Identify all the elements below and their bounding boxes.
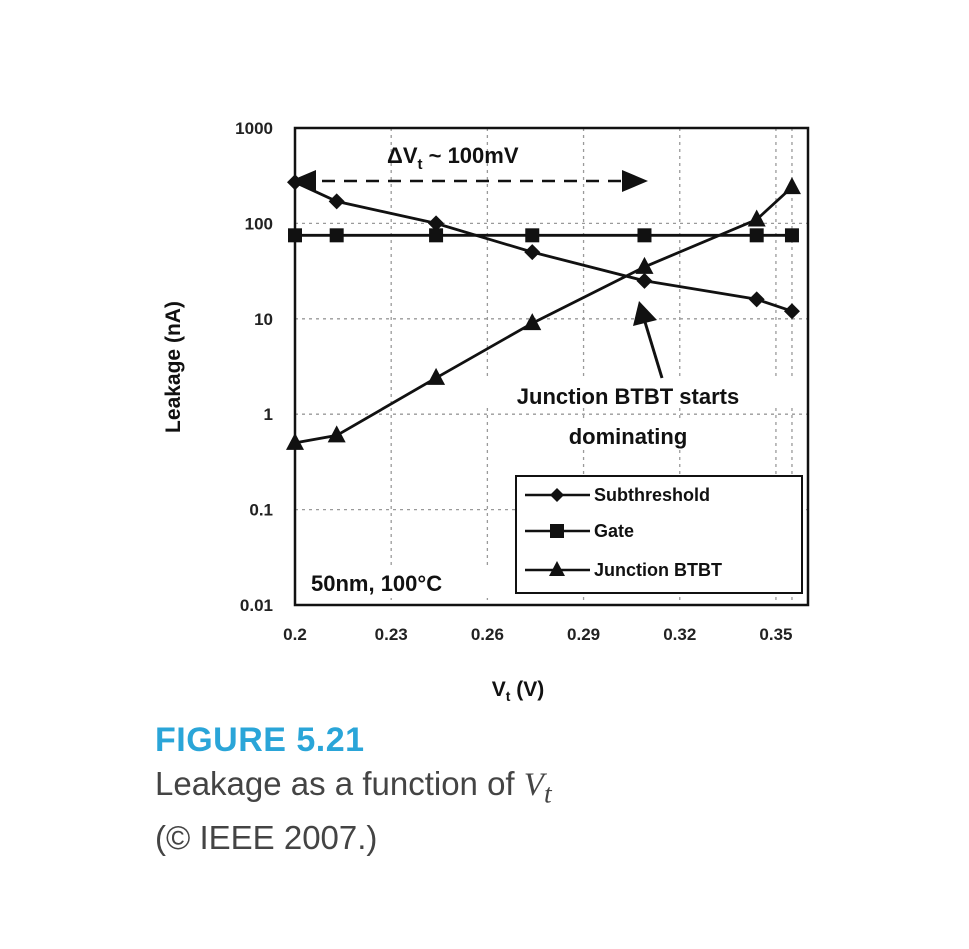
data-point-gate bbox=[429, 228, 444, 243]
y-tick-label: 0.1 bbox=[249, 501, 273, 520]
data-point-junction-btbt bbox=[427, 367, 446, 385]
data-point-subthreshold bbox=[428, 215, 445, 232]
x-axis-title-main: V bbox=[492, 678, 506, 701]
data-point-gate bbox=[784, 228, 799, 243]
legend-gate-label: Gate bbox=[594, 521, 634, 541]
delta-vt-rest: ~ 100mV bbox=[423, 143, 519, 168]
data-point-gate bbox=[637, 228, 652, 243]
delta-vt-main: ΔV bbox=[387, 143, 418, 168]
data-point-junction-btbt bbox=[327, 425, 346, 443]
delta-vt-arrow-head-left bbox=[290, 170, 316, 192]
data-point-subthreshold bbox=[636, 272, 653, 289]
delta-vt-sub: t bbox=[418, 156, 423, 173]
btbt-annotation-line1: Junction BTBT starts bbox=[517, 384, 739, 409]
data-point-gate bbox=[288, 228, 302, 243]
caption-line-1: Leakage as a function of Vt bbox=[155, 762, 855, 816]
series-line-subthreshold bbox=[294, 180, 793, 313]
x-axis-title-unit: (V) bbox=[510, 678, 544, 701]
caption-line-1-text: Leakage as a function of bbox=[155, 765, 524, 802]
figure-caption: FIGURE 5.21 Leakage as a function of Vt … bbox=[155, 718, 855, 860]
plot-frame bbox=[293, 126, 810, 607]
data-point-subthreshold bbox=[524, 244, 541, 261]
legend-diamond-marker bbox=[550, 488, 564, 502]
y-tick-label: 1000 bbox=[235, 119, 273, 138]
x-tick-label: 0.23 bbox=[375, 625, 408, 644]
x-tick-label: 0.29 bbox=[567, 625, 600, 644]
y-axis-title: Leakage (nA) bbox=[162, 301, 185, 433]
legend-btbt-label: Junction BTBT bbox=[594, 560, 722, 580]
legend-square-marker bbox=[550, 524, 564, 538]
y-tick-label: 100 bbox=[245, 214, 273, 233]
data-point-junction-btbt bbox=[782, 177, 801, 195]
btbt-annotation-line2: dominating bbox=[569, 424, 688, 449]
data-point-junction-btbt bbox=[747, 209, 766, 227]
legend-subthreshold-label: Subthreshold bbox=[594, 485, 710, 505]
data-point-subthreshold bbox=[748, 291, 765, 308]
x-tick-label: 0.2 bbox=[283, 625, 307, 644]
data-point-subthreshold bbox=[328, 193, 345, 210]
btbt-arrow-line bbox=[643, 321, 664, 379]
btbt-arrow-head bbox=[633, 301, 657, 326]
x-tick-label: 0.32 bbox=[663, 625, 696, 644]
y-tick-labels: 0.01 0.1 1 10 100 1000 bbox=[235, 119, 273, 615]
condition-annotation: 50nm, 100°C bbox=[311, 571, 442, 596]
caption-variable-sub: t bbox=[543, 777, 552, 809]
delta-vt-arrow-head-right bbox=[622, 170, 648, 192]
x-axis-title: Vt (V) bbox=[492, 678, 545, 704]
btbt-label-bg-2 bbox=[536, 420, 722, 448]
x-tick-label: 0.35 bbox=[759, 625, 792, 644]
y-tick-label: 10 bbox=[254, 310, 273, 329]
y-tick-label: 0.01 bbox=[240, 596, 273, 615]
data-point-junction-btbt bbox=[286, 432, 304, 450]
delta-vt-annotation: ΔVt ~ 100mV bbox=[387, 143, 519, 173]
data-point-gate bbox=[525, 228, 540, 243]
condition-label-bg bbox=[308, 568, 513, 598]
y-tick-label: 1 bbox=[264, 405, 273, 424]
data-point-junction-btbt bbox=[523, 313, 542, 331]
data-point-junction-btbt bbox=[635, 256, 654, 274]
legend-triangle-marker bbox=[549, 561, 565, 576]
caption-line-2: (© IEEE 2007.) bbox=[155, 818, 378, 856]
btbt-label-bg bbox=[463, 380, 793, 408]
x-tick-label: 0.26 bbox=[471, 625, 504, 644]
data-point-subthreshold bbox=[783, 303, 800, 320]
leakage-chart: 0.01 0.1 1 10 100 1000 0.2 0.23 0.26 0.29 0.32 0.3… bbox=[162, 119, 810, 704]
legend: Subthreshold Gate Junction BTBT bbox=[515, 475, 803, 594]
data-point-gate bbox=[329, 228, 344, 243]
x-axis-title-sub: t bbox=[506, 688, 511, 704]
grid bbox=[295, 128, 808, 605]
data-point-gate bbox=[749, 228, 764, 243]
x-tick-labels: 0.2 0.23 0.26 0.29 0.32 0.35 bbox=[283, 625, 792, 644]
caption-variable: V bbox=[523, 767, 544, 803]
figure-label: FIGURE 5.21 bbox=[155, 721, 365, 759]
